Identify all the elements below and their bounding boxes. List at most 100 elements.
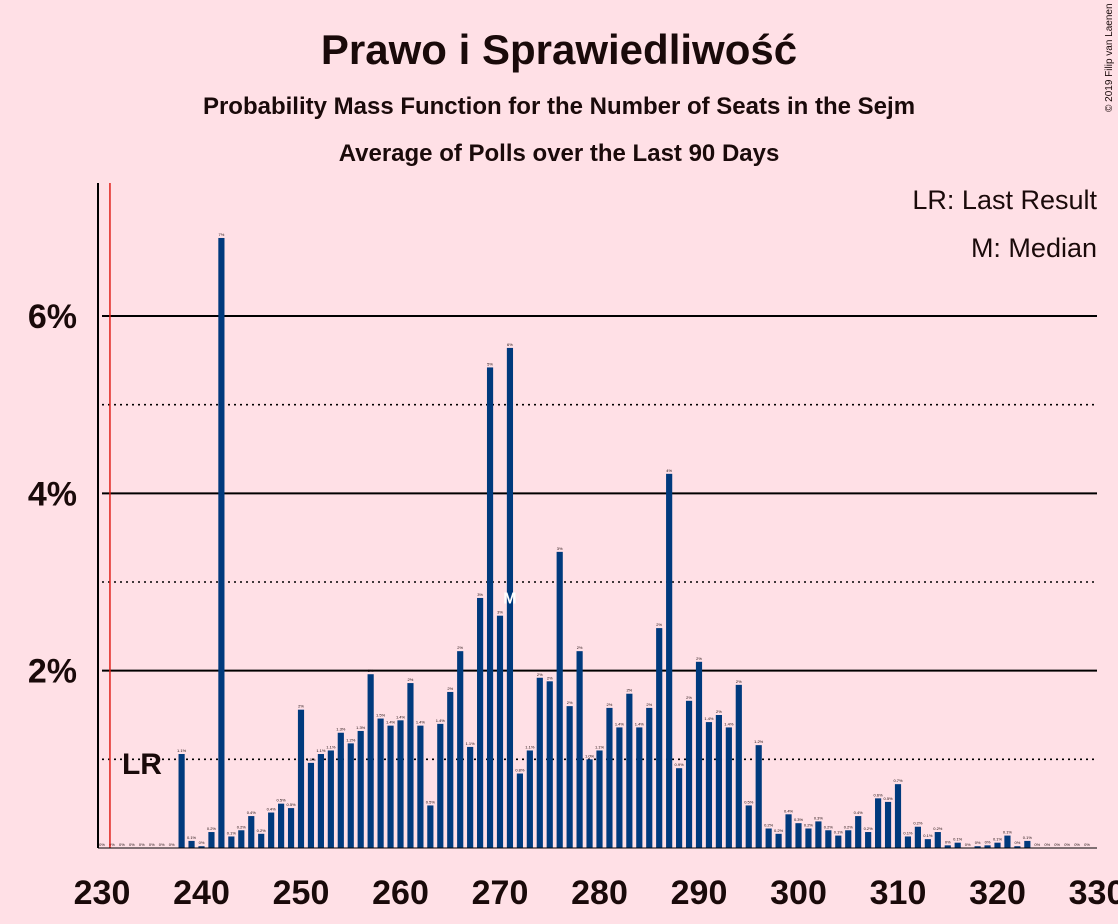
bar-seat-302: [815, 821, 822, 848]
bar-label-seat-298: 0.2%: [774, 828, 784, 833]
bar-label-seat-295: 0.5%: [744, 799, 754, 804]
bar-seat-249: [287, 808, 295, 848]
bar-label-seat-232: 0%: [119, 842, 125, 847]
bar-label-seat-271: 6%: [507, 342, 513, 347]
bar-label-seat-282: 1.4%: [615, 721, 625, 726]
bar-label-seat-314: 0.2%: [933, 826, 943, 831]
bar-label-seat-235: 0%: [149, 842, 155, 847]
bar-label-seat-285: 2%: [646, 702, 652, 707]
bar-label-seat-283: 2%: [626, 688, 632, 693]
bar-label-seat-233: 0%: [129, 842, 135, 847]
bar-seat-301: [805, 828, 812, 848]
bar-seat-306: [855, 816, 862, 848]
bar-seat-321: [1004, 835, 1011, 848]
bar-seat-263: [427, 805, 434, 848]
bar-label-seat-265: 2%: [447, 686, 453, 691]
bar-label-seat-316: 0.1%: [953, 837, 963, 842]
bar-label-seat-288: 0.9%: [675, 762, 685, 767]
bar-label-seat-272: 0.8%: [515, 768, 525, 773]
bar-label-seat-307: 0.2%: [864, 826, 874, 831]
bar-label-seat-287: 4%: [666, 468, 672, 473]
bar-label-seat-317: 0%: [965, 842, 971, 847]
bar-label-seat-322: 0%: [1015, 840, 1021, 845]
bar-seat-278: [576, 651, 583, 848]
grid-lines: [102, 315, 1097, 761]
bar-seat-311: [904, 836, 912, 848]
bar-label-seat-306: 0.4%: [854, 810, 864, 815]
bar-seat-319: [984, 845, 991, 848]
bar-label-seat-293: 1.4%: [724, 721, 734, 726]
bar-seat-295: [745, 805, 752, 848]
bar-seat-260: [397, 720, 404, 848]
bar-seat-314: [934, 832, 941, 848]
bar-label-seat-248: 0.5%: [277, 798, 287, 803]
bar-seat-265: [447, 691, 454, 848]
bar-label-seat-281: 2%: [607, 702, 613, 707]
bar-label-seat-268: 3%: [477, 592, 483, 597]
bar-seat-273: [526, 750, 533, 848]
bar-seat-288: [676, 768, 683, 848]
bar-seat-270: [496, 615, 504, 848]
bar-seat-290: [695, 661, 703, 848]
bar-label-seat-299: 0.4%: [784, 808, 794, 813]
bar-seat-309: [884, 801, 892, 848]
y-tick-label: 4%: [28, 475, 77, 513]
bar-seat-303: [825, 830, 832, 848]
bar-label-seat-325: 0%: [1044, 842, 1050, 847]
bar-label-seat-255: 1.2%: [346, 737, 356, 742]
chart-title: Prawo i Sprawiedliwość: [321, 26, 797, 73]
x-tick-label: 310: [870, 874, 927, 912]
bar-label-seat-250: 2%: [298, 704, 304, 709]
bar-seat-287: [666, 473, 673, 848]
bar-label-seat-327: 0%: [1064, 842, 1070, 847]
bar-label-seat-312: 0.2%: [913, 821, 923, 826]
bar-seat-277: [566, 706, 573, 848]
bar-label-seat-258: 1.5%: [376, 713, 386, 718]
chart-subtitle: Probability Mass Function for the Number…: [203, 93, 915, 120]
bar-seat-244: [238, 830, 245, 848]
bar-seat-292: [715, 715, 722, 848]
bar-label-seat-278: 2%: [577, 645, 583, 650]
bar-seat-291: [705, 722, 713, 848]
bar-label-seat-242: 7%: [219, 232, 225, 237]
bar-seat-241: [208, 832, 215, 848]
bar-seat-315: [944, 845, 951, 848]
bar-label-seat-261: 2%: [408, 677, 414, 682]
bar-seat-268: [477, 597, 484, 848]
bar-seat-323: [1024, 840, 1031, 848]
bar-label-seat-263: 0.5%: [426, 799, 436, 804]
bar-label-seat-254: 1.3%: [336, 727, 346, 732]
bar-seat-313: [924, 839, 931, 848]
x-tick-label: 250: [273, 874, 330, 912]
bar-label-seat-244: 0.2%: [237, 824, 247, 829]
bars-group: 0% 0% 0% 0% 0% 0% 0% 0%1.1%0.1%0%0.2%7%0.1%0.2%…: [99, 232, 1090, 848]
bar-seat-248: [278, 803, 285, 848]
x-tick-label: 260: [372, 874, 429, 912]
bar-label-seat-273: 1.1%: [525, 744, 535, 749]
bar-seat-259: [387, 725, 394, 848]
bar-seat-267: [467, 746, 474, 848]
bar-seat-298: [775, 833, 782, 848]
bar-seat-256: [357, 730, 364, 848]
copyright-note: © 2019 Filip van Laenen: [1104, 3, 1115, 112]
bar-label-seat-269: 5%: [487, 361, 493, 366]
bar-seat-247: [268, 812, 275, 848]
chart-subtitle-2: Average of Polls over the Last 90 Days: [339, 140, 780, 167]
bar-label-seat-241: 0.2%: [207, 826, 217, 831]
bar-label-seat-313: 0.1%: [923, 833, 933, 838]
bar-seat-246: [258, 833, 265, 848]
bar-label-seat-328: 0%: [1074, 842, 1080, 847]
bar-seat-305: [845, 830, 852, 848]
bar-label-seat-249: 0.5%: [286, 802, 296, 807]
x-tick-label: 230: [74, 874, 131, 912]
last-result-label: LR: [122, 748, 162, 781]
bar-seat-308: [875, 798, 882, 848]
bar-seat-275: [546, 681, 553, 848]
bar-label-seat-310: 0.7%: [893, 778, 903, 783]
bar-label-seat-284: 1.4%: [635, 721, 645, 726]
bar-seat-296: [755, 745, 762, 848]
bar-label-seat-286: 2%: [656, 622, 662, 627]
bar-label-seat-320: 0.1%: [993, 837, 1003, 842]
bar-label-seat-234: 0%: [139, 842, 145, 847]
